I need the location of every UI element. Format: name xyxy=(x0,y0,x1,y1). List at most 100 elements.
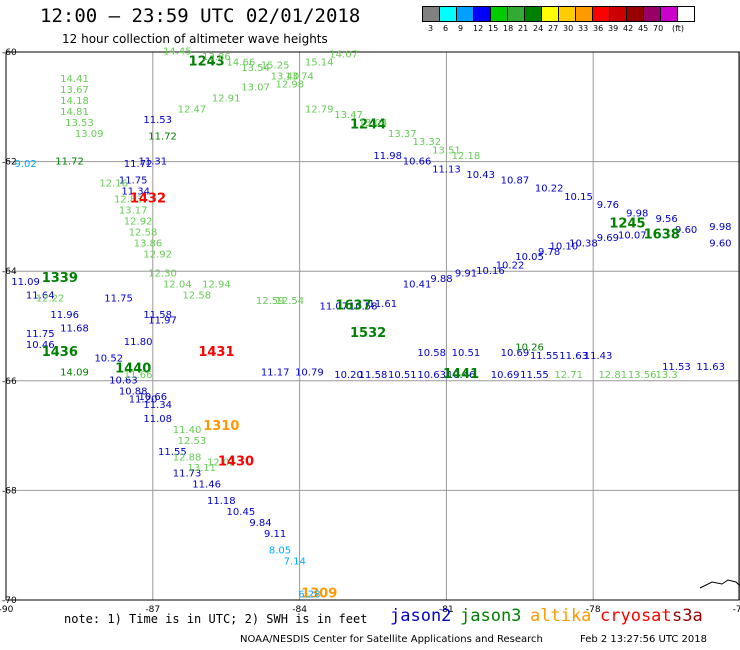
wave-height-label: 11.97 xyxy=(148,315,177,326)
wave-height-label: 14.66 xyxy=(227,58,256,69)
wave-height-label: 11.64 xyxy=(26,291,55,302)
wave-height-label: 11.08 xyxy=(143,414,172,425)
wave-height-label: 12.98 xyxy=(275,80,304,91)
y-tick-label: -62 xyxy=(2,158,17,168)
wave-height-label: 13.17 xyxy=(119,206,148,217)
legend-label: 39 xyxy=(608,24,619,33)
wave-height-label: 13.04 xyxy=(359,118,388,129)
wave-height-label: 10.63 xyxy=(417,370,446,381)
wave-height-label: 11.53 xyxy=(662,362,691,373)
wave-height-label: 11.63 xyxy=(696,362,725,373)
wave-height-label: 13.32 xyxy=(413,137,442,148)
pass-time-label: 1430 xyxy=(218,455,254,470)
wave-height-label: 13.53 xyxy=(65,118,94,129)
wave-height-label: 10.46 xyxy=(26,340,55,351)
wave-height-label: 12.94 xyxy=(202,280,231,291)
wave-height-label: 10.69 xyxy=(491,370,520,381)
wave-height-label: 9.56 xyxy=(655,214,677,225)
wave-height-label: 12.54 xyxy=(275,296,304,307)
legend-label: 15 xyxy=(488,24,499,33)
wave-height-label: 12.81 xyxy=(598,370,627,381)
wave-height-label: 13.3 xyxy=(655,370,677,381)
pass-time-label: 1638 xyxy=(644,227,680,242)
wave-height-label: 10.22 xyxy=(496,260,525,271)
sat-label-jason2: jason2 xyxy=(390,606,452,626)
legend-label: 12 xyxy=(473,24,484,33)
legend-label: 27 xyxy=(548,24,559,33)
legend-label: 70 xyxy=(653,24,664,33)
wave-height-label: 10.79 xyxy=(295,367,324,378)
wave-height-label: 11.61 xyxy=(368,299,397,310)
wave-height-label: 10.41 xyxy=(403,280,432,291)
x-tick-label: -78 xyxy=(586,605,601,615)
pass-time-label: 1436 xyxy=(42,345,78,360)
wave-height-label: 9.76 xyxy=(597,200,619,211)
wave-height-label: 10.51 xyxy=(388,370,417,381)
sat-label-s3a: s3a xyxy=(672,606,703,626)
wave-height-label: 14.07 xyxy=(329,49,358,60)
legend-label: 30 xyxy=(563,24,574,33)
wave-height-label: 12.47 xyxy=(178,104,207,115)
wave-height-label: 11.34 xyxy=(143,400,172,411)
wave-height-label: 13.54 xyxy=(241,63,270,74)
legend-label: 6 xyxy=(443,24,449,33)
wave-height-label: 11.34 xyxy=(121,186,150,197)
legend-label: (ft) xyxy=(672,24,685,33)
wave-height-label: 11.17 xyxy=(261,367,290,378)
wave-height-label: 13.86 xyxy=(134,239,163,250)
wave-height-label: 12.16 xyxy=(99,178,128,189)
wave-height-label: 11.07 xyxy=(320,302,349,313)
pass-time-label: 1637 xyxy=(335,299,371,314)
pass-time-label: 1243 xyxy=(189,55,225,70)
wave-height-label: 11.09 xyxy=(11,277,40,288)
wave-height-label: 10.15 xyxy=(564,192,593,203)
wave-height-label: 11.80 xyxy=(124,337,153,348)
wave-height-label: 10.38 xyxy=(569,239,598,250)
wave-height-label: 13.09 xyxy=(75,129,104,140)
legend-swatch xyxy=(677,6,695,22)
wave-height-label: 12.02 xyxy=(207,458,236,469)
wave-height-label: 9.78 xyxy=(538,247,560,258)
y-tick-label: -64 xyxy=(2,267,17,277)
wave-height-label: 10.20 xyxy=(334,370,363,381)
pass-time-label: 1244 xyxy=(350,118,386,133)
wave-height-label: 11.72 xyxy=(148,132,177,143)
wave-height-label: 10.16 xyxy=(476,266,505,277)
wave-height-label: 14.45 xyxy=(163,47,192,58)
wave-height-label: 12.18 xyxy=(452,151,481,162)
wave-height-label: 14.18 xyxy=(60,96,89,107)
wave-height-label: 12.53 xyxy=(178,436,207,447)
pass-time-label: 1245 xyxy=(609,216,645,231)
wave-height-label: 13.74 xyxy=(285,71,314,82)
wave-height-label: 10.07 xyxy=(618,230,647,241)
wave-height-label: 12.79 xyxy=(305,104,334,115)
wave-height-label: 9.02 xyxy=(14,159,36,170)
wave-height-label: 9.88 xyxy=(430,274,452,285)
wave-height-label: 11.63 xyxy=(559,351,588,362)
wave-height-label: 11.96 xyxy=(50,310,79,321)
wave-height-label: 11.75 xyxy=(119,176,148,187)
credit-text: NOAA/NESDIS Center for Satellite Applica… xyxy=(240,634,543,645)
wave-height-label: 11.75 xyxy=(26,329,55,340)
wave-height-label: 10.43 xyxy=(466,170,495,181)
wave-height-label: 10.58 xyxy=(349,302,378,313)
wave-height-label: 9.84 xyxy=(249,518,271,529)
wave-height-label: 10.66 xyxy=(403,156,432,167)
wave-height-label: 10.58 xyxy=(417,348,446,359)
legend-label: 9 xyxy=(458,24,464,33)
x-tick-label: -90 xyxy=(0,605,14,615)
wave-height-label: 9.98 xyxy=(626,208,648,219)
pass-time-label: 1432 xyxy=(130,192,166,207)
wave-height-label: 10.63 xyxy=(109,376,138,387)
wave-height-label: 11.55 xyxy=(520,370,549,381)
wave-height-label: 13.86 xyxy=(202,52,231,63)
wave-height-label: 12.83 xyxy=(114,195,143,206)
wave-height-label: 10.69 xyxy=(501,348,530,359)
wave-height-label: 10.66 xyxy=(138,392,167,403)
wave-height-label: 13.07 xyxy=(241,82,270,93)
footer-note: note: 1) Time is in UTC; 2) SWH is in fe… xyxy=(64,612,368,626)
pass-time-label: 1431 xyxy=(198,345,234,360)
wave-height-label: 11.55 xyxy=(530,351,559,362)
y-tick-label: -60 xyxy=(2,48,17,58)
